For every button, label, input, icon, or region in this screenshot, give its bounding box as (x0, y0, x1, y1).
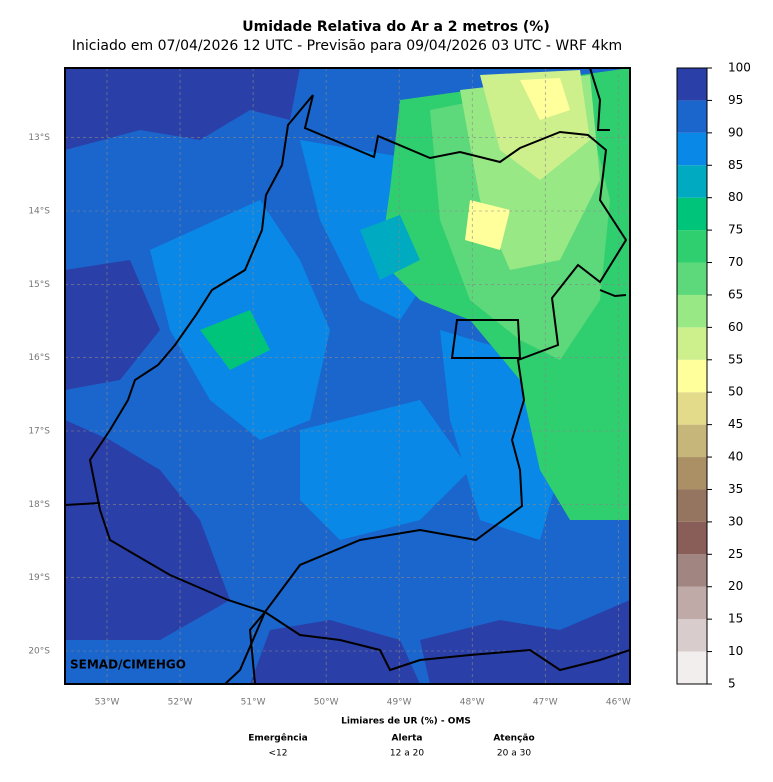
colorbar-tick-label: 100 (728, 61, 751, 75)
colorbar-bin (677, 262, 707, 295)
y-tick-label: 19°S (28, 573, 50, 583)
y-tick-label: 16°S (28, 353, 50, 363)
colorbar-tick-label: 25 (728, 547, 743, 561)
colorbar-tick-label: 80 (728, 190, 743, 204)
colorbar-bin (677, 521, 707, 555)
legend-level-range: 12 a 20 (390, 749, 424, 759)
colorbar-bin (677, 100, 707, 133)
colorbar-bin (677, 651, 707, 684)
humidity-field (65, 68, 630, 684)
field-region (65, 68, 300, 150)
colorbar-bin (677, 554, 707, 587)
colorbar-bin (677, 68, 707, 101)
y-tick-label: 15°S (28, 280, 50, 290)
colorbar-tick-label: 40 (728, 450, 743, 464)
colorbar-bin (677, 197, 707, 231)
x-tick-label: 46°W (606, 698, 631, 708)
colorbar-tick-label: 50 (728, 385, 743, 399)
subtitle: Iniciado em 07/04/2026 12 UTC - Previsão… (72, 38, 622, 54)
colorbar-tick-label: 20 (728, 579, 743, 593)
colorbar-bin (677, 489, 707, 522)
colorbar-frame (676, 67, 708, 685)
y-tick-label: 17°S (28, 427, 50, 437)
x-tick-label: 53°W (95, 698, 120, 708)
state-border (248, 611, 266, 684)
x-tick-label: 48°W (460, 698, 485, 708)
colorbar-tick-label: 85 (728, 158, 743, 172)
df-border (450, 319, 522, 359)
x-tick-label: 47°W (533, 698, 558, 708)
x-tick-label: 52°W (168, 698, 193, 708)
legend: Emergência <12 Alerta 12 a 20 Atenção 20 a 30 (248, 733, 534, 759)
map-frame (64, 67, 631, 685)
field-region (465, 200, 510, 250)
legend-level-name: Atenção (493, 734, 534, 744)
field-region (65, 260, 160, 390)
colorbar-tick-label: 45 (728, 417, 743, 431)
colorbar-tick-label: 15 (728, 612, 743, 626)
colorbar-tick-label: 60 (728, 320, 743, 334)
field-region (250, 620, 420, 684)
field-region (65, 420, 230, 640)
legend-level-name: Alerta (392, 734, 423, 744)
colorbar-tick-label: 75 (728, 223, 743, 237)
colorbar-tick-label: 35 (728, 482, 743, 496)
y-tick-label: 13°S (28, 133, 50, 143)
state-border (599, 289, 627, 298)
colorbar-tick-label: 5 (728, 677, 736, 691)
colorbar-tick-label: 90 (728, 125, 743, 139)
colorbar-bin (677, 457, 707, 490)
colorbar-bin (677, 359, 707, 393)
y-tick-label: 14°S (28, 207, 50, 217)
colorbar-tick-label: 70 (728, 255, 743, 269)
colorbar-tick-label: 65 (728, 287, 743, 301)
x-tick-label: 50°W (314, 698, 339, 708)
state-border (65, 502, 101, 506)
colorbar-bin (677, 327, 707, 360)
x-tick-label: 51°W (241, 698, 266, 708)
field-region (300, 400, 470, 540)
colorbar-tick-label: 55 (728, 352, 743, 366)
colorbar-bin (677, 132, 707, 166)
field-region (200, 310, 270, 370)
colorbar: 5 10 15 20 25 30 35 40 45 50 55 60 65 70 75 80 85 90 95 100 (677, 61, 751, 691)
y-tick-label: 18°S (28, 500, 50, 510)
state-border (589, 68, 610, 131)
borders (65, 68, 630, 684)
colorbar-bin (677, 619, 707, 652)
colorbar-bin (677, 424, 707, 458)
colorbar-bin (677, 392, 707, 425)
colorbar-tick-label: 95 (728, 93, 743, 107)
colorbar-bin (677, 165, 707, 198)
legend-level-range: 20 a 30 (497, 749, 531, 759)
state-border (88, 94, 628, 614)
colorbar-bin (677, 230, 707, 263)
state-border (224, 610, 630, 684)
title: Umidade Relativa do Ar a 2 metros (%) (242, 19, 549, 35)
legend-level-range: <12 (269, 749, 288, 759)
x-tick-label: 49°W (387, 698, 412, 708)
colorbar-tick-label: 30 (728, 514, 743, 528)
colorbar-bin (677, 586, 707, 620)
legend-level-name: Emergência (248, 733, 308, 744)
field-region (360, 215, 420, 280)
colorbar-tick-label: 10 (728, 644, 743, 658)
legend-title: Limiares de UR (%) - OMS (341, 717, 471, 727)
grid (65, 68, 630, 684)
y-tick-label: 20°S (28, 647, 50, 657)
credit: SEMAD/CIMEHGO (70, 658, 186, 672)
colorbar-bin (677, 294, 707, 328)
